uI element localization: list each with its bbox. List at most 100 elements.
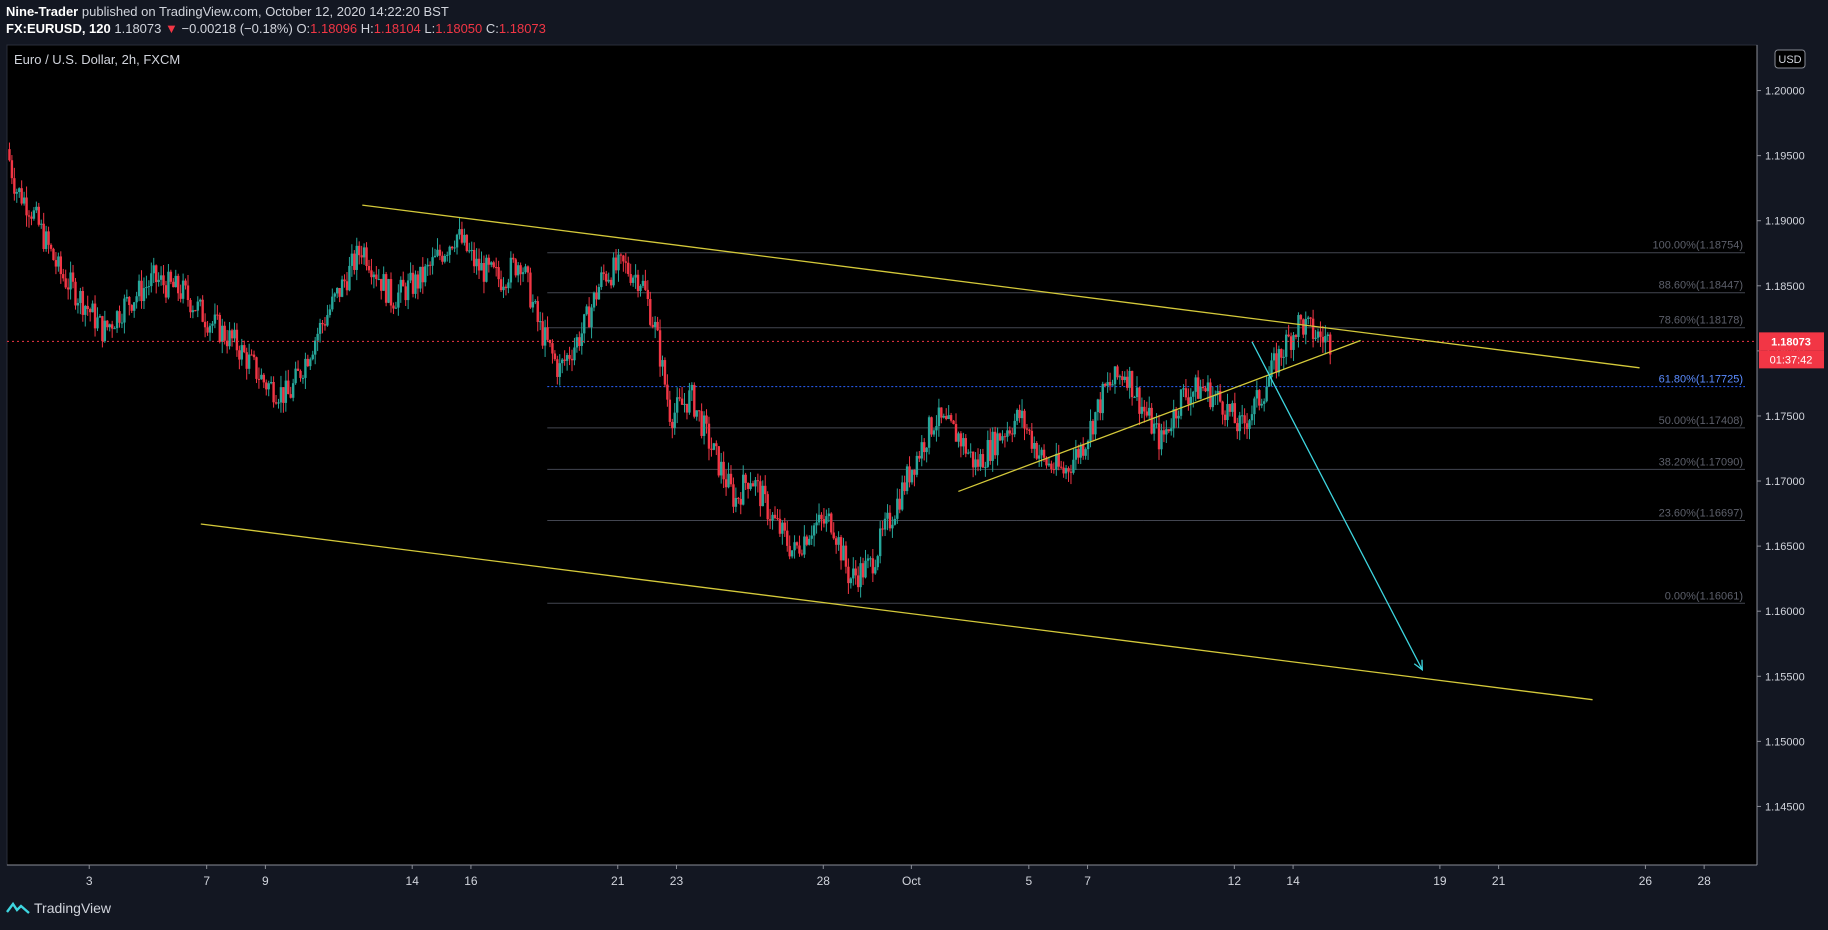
- candle-body: [976, 459, 980, 467]
- candle-body: [431, 257, 434, 266]
- candle-body: [861, 563, 865, 578]
- candle-body: [218, 315, 221, 342]
- candle-body: [568, 355, 571, 359]
- candle-body: [289, 394, 292, 398]
- candle-body: [384, 274, 388, 303]
- candle-body: [1238, 415, 1241, 432]
- candle-body: [636, 274, 640, 292]
- candle-body: [277, 402, 280, 404]
- candle-body: [424, 266, 427, 283]
- plot-area[interactable]: [6, 44, 1758, 866]
- candle-body: [387, 279, 390, 303]
- candle-body: [834, 538, 838, 545]
- candle-body: [1042, 449, 1046, 458]
- candle-body: [230, 330, 234, 339]
- candle-body: [896, 498, 899, 519]
- candle-body: [989, 440, 992, 461]
- candle-body: [250, 354, 253, 356]
- candle-body: [159, 275, 163, 280]
- candle-body: [458, 229, 461, 235]
- trendlines[interactable]: [200, 204, 1640, 701]
- candle-body: [1123, 376, 1126, 381]
- candle-body: [331, 296, 334, 310]
- candle-body: [245, 352, 248, 369]
- candle-body: [460, 229, 464, 243]
- author-name[interactable]: Nine-Trader: [6, 4, 79, 19]
- candle-body: [455, 234, 459, 248]
- candle-body: [737, 497, 740, 499]
- candle-body: [952, 420, 955, 425]
- candle-body: [998, 433, 1002, 441]
- candle-body: [1304, 318, 1307, 335]
- candle-body: [194, 310, 197, 312]
- candle-body: [372, 274, 376, 278]
- candle-body: [1111, 384, 1114, 386]
- candle-body: [44, 231, 48, 249]
- candle-body: [1258, 390, 1261, 406]
- candle-body: [47, 231, 50, 245]
- fibonacci-retracement[interactable]: 100.00%(1.18754) 88.60%(1.18447) 78.60%(1.…: [547, 240, 1745, 604]
- candle-body: [1314, 337, 1317, 339]
- candle-body: [1285, 334, 1288, 357]
- candle-body: [1003, 436, 1007, 438]
- fib-level-label: 61.80%(1.17725): [1659, 374, 1743, 386]
- candle-body: [1211, 396, 1215, 408]
- tradingview-logo[interactable]: TradingView: [6, 900, 111, 916]
- candle-body: [1008, 430, 1012, 434]
- candle-body: [585, 306, 588, 315]
- candle-body: [790, 550, 794, 557]
- candle-body: [817, 514, 821, 523]
- candle-body: [340, 279, 344, 297]
- candle-body: [1055, 453, 1058, 470]
- candle-body: [208, 325, 212, 333]
- candle-body: [1309, 317, 1312, 319]
- candle-body: [531, 301, 535, 308]
- low-value: 1.18050: [435, 21, 483, 36]
- candle-body: [702, 415, 706, 436]
- candle-body: [79, 291, 82, 303]
- candle-body: [583, 314, 586, 334]
- candle-body: [543, 327, 547, 346]
- candle-body: [1091, 420, 1095, 435]
- candle-body: [428, 264, 432, 266]
- candle-body: [908, 466, 911, 483]
- candle-body: [624, 261, 628, 263]
- candle-body: [448, 246, 451, 255]
- candle-body: [103, 320, 107, 342]
- candle-body: [578, 337, 581, 346]
- candle-body: [49, 244, 53, 249]
- candle-body: [186, 285, 190, 301]
- candle-body: [145, 287, 148, 289]
- candle-body: [1145, 411, 1148, 416]
- candle-body: [534, 301, 537, 303]
- candle-body: [13, 178, 16, 194]
- candle-body: [323, 324, 327, 326]
- candle-body: [766, 494, 769, 520]
- candle-body: [764, 485, 767, 495]
- candle-body: [106, 320, 109, 328]
- currency-box[interactable]: [1774, 49, 1806, 69]
- candle-body: [343, 279, 346, 282]
- candle-body: [1086, 440, 1090, 450]
- candle-body: [375, 274, 378, 280]
- candle-body: [1218, 390, 1222, 402]
- candle-body: [62, 274, 65, 279]
- candle-body: [607, 279, 610, 282]
- candle-body: [52, 248, 55, 261]
- candle-body: [1023, 410, 1026, 429]
- candle-body: [321, 322, 324, 325]
- candle-body: [739, 498, 742, 505]
- candle-body: [40, 223, 43, 225]
- candle-body: [734, 497, 738, 507]
- candle-body: [658, 330, 662, 367]
- candle-body: [881, 528, 884, 530]
- candle-body: [1028, 429, 1031, 431]
- candle-body: [1297, 315, 1300, 337]
- candle-body: [399, 279, 402, 293]
- candle-body: [722, 461, 725, 480]
- candle-body: [509, 257, 513, 283]
- candle-body: [25, 197, 28, 216]
- candle-body: [118, 311, 121, 323]
- candle-body: [556, 359, 559, 377]
